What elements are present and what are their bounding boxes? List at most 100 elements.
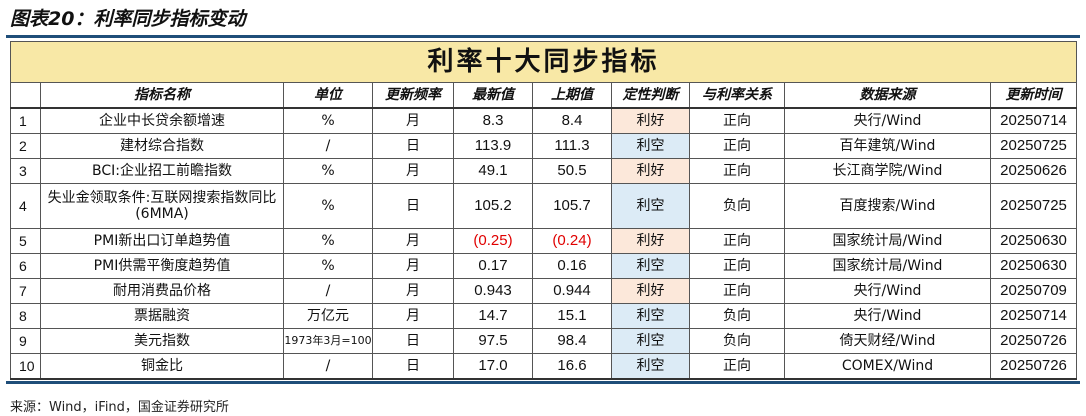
cell-unit: % [283, 253, 373, 279]
column-header: 更新频率 [372, 82, 454, 109]
cell-source: 央行/Wind [784, 107, 991, 134]
cell-idx: 1 [10, 107, 41, 134]
cell-source: 长江商学院/Wind [784, 158, 991, 184]
cell-source: 央行/Wind [784, 303, 991, 329]
table-row: 2 建材综合指数 / 日 113.9 111.3 利空 正向 百年建筑/Wind 20250725 [10, 133, 1078, 159]
column-header: 单位 [283, 82, 373, 109]
cell-rel: 正向 [689, 228, 785, 254]
cell-rel: 正向 [689, 158, 785, 184]
top-rule [6, 35, 1080, 38]
cell-idx: 5 [10, 228, 41, 254]
cell-name: BCI:企业招工前瞻指数 [40, 158, 284, 184]
cell-prev: 0.16 [532, 253, 612, 279]
cell-name: 失业金领取条件:互联网搜索指数同比(6MMA) [40, 183, 284, 229]
cell-freq: 日 [372, 183, 454, 229]
cell-unit: / [283, 353, 373, 380]
indicator-table: 利率十大同步指标 指标名称 单位 更新频率 最新值 上期值 定性判断 与利率关系 数据来源 更新… [9, 41, 1078, 380]
header-row: 指标名称 单位 更新频率 最新值 上期值 定性判断 与利率关系 数据来源 更新时间 [10, 82, 1078, 109]
cell-prev: 98.4 [532, 328, 612, 354]
cell-latest: 49.1 [453, 158, 533, 184]
table-row: 7 耐用消费品价格 / 月 0.943 0.944 利好 正向 央行/Wind 20250709 [10, 278, 1078, 304]
table-row: 8 票据融资 万亿元月 14.7 15.1 利空 负向 央行/Wind 20250714 [10, 303, 1078, 329]
cell-time: 20250630 [989, 253, 1078, 279]
cell-name: 耐用消费品价格 [40, 278, 284, 304]
cell-latest: 0.17 [453, 253, 533, 279]
cell-unit: % [283, 158, 373, 184]
cell-prev: (0.24) [532, 228, 612, 254]
table-row: 10 铜金比 / 日 17.0 16.6 利空 正向 COMEX/Wind 20250726 [10, 353, 1078, 380]
table-row: 1 企业中长贷余额增速% 月 8.3 8.4 利好 正向 央行/Wind 20250714 [10, 107, 1078, 134]
cell-name: 美元指数 [40, 328, 284, 354]
cell-name: 铜金比 [40, 353, 284, 380]
cell-idx: 9 [10, 328, 41, 354]
cell-name: 企业中长贷余额增速 [40, 107, 284, 134]
cell-latest: 97.5 [453, 328, 533, 354]
cell-prev: 8.4 [532, 107, 612, 134]
cell-judge: 利好 [611, 228, 690, 254]
cell-idx: 3 [10, 158, 41, 184]
cell-rel: 正向 [689, 353, 785, 380]
column-header: 指标名称 [40, 82, 284, 109]
cell-freq: 月 [372, 228, 454, 254]
cell-source: 百度搜索/Wind [784, 183, 991, 229]
cell-source: 国家统计局/Wind [784, 253, 991, 279]
cell-name: PMI供需平衡度趋势值 [40, 253, 284, 279]
cell-name: 票据融资 [40, 303, 284, 329]
cell-latest: 14.7 [453, 303, 533, 329]
column-header: 更新时间 [989, 82, 1078, 109]
cell-freq: 月 [372, 107, 454, 134]
cell-idx: 4 [10, 183, 41, 229]
cell-judge: 利好 [611, 107, 690, 134]
table-row: 6 PMI供需平衡度趋势值% 月 0.17 0.16 利空 正向 国家统计局/Wind 2025… [10, 253, 1078, 279]
cell-unit: % [283, 183, 373, 229]
cell-time: 20250725 [989, 183, 1078, 229]
table-row: 5 PMI新出口订单趋势值% 月 (0.25) (0.24) 利好 正向 国家统计局/Wind… [10, 228, 1078, 254]
cell-judge: 利空 [611, 303, 690, 329]
cell-time: 20250714 [989, 107, 1078, 134]
cell-rel: 负向 [689, 183, 785, 229]
cell-judge: 利空 [611, 183, 690, 229]
cell-rel: 正向 [689, 278, 785, 304]
cell-time: 20250714 [989, 303, 1078, 329]
source-note: 来源：Wind，iFind，国金证券研究所 [10, 400, 229, 415]
column-header: 上期值 [532, 82, 612, 109]
cell-rel: 负向 [689, 303, 785, 329]
cell-judge: 利好 [611, 158, 690, 184]
cell-judge: 利空 [611, 133, 690, 159]
cell-unit: 万亿元 [283, 303, 373, 329]
cell-unit: / [283, 133, 373, 159]
cell-idx: 10 [10, 353, 41, 380]
cell-freq: 月 [372, 158, 454, 184]
column-header: 数据来源 [784, 82, 991, 109]
column-header: 定性判断 [611, 82, 690, 109]
cell-name: PMI新出口订单趋势值 [40, 228, 284, 254]
cell-freq: 日 [372, 353, 454, 380]
cell-time: 20250725 [989, 133, 1078, 159]
cell-source: 百年建筑/Wind [784, 133, 991, 159]
cell-time: 20250726 [989, 353, 1078, 380]
column-header: 与利率关系 [689, 82, 785, 109]
cell-name: 建材综合指数 [40, 133, 284, 159]
cell-latest: 105.2 [453, 183, 533, 229]
cell-prev: 15.1 [532, 303, 612, 329]
cell-time: 20250726 [989, 328, 1078, 354]
cell-latest: (0.25) [453, 228, 533, 254]
cell-freq: 月 [372, 303, 454, 329]
cell-prev: 16.6 [532, 353, 612, 380]
cell-idx: 8 [10, 303, 41, 329]
cell-unit: % [283, 107, 373, 134]
table-row: 4 失业金领取条件:互联网搜索指数同比(6MMA)% 日 105.2 105.7 利空 负向… [10, 183, 1078, 229]
cell-source: 倚天财经/Wind [784, 328, 991, 354]
cell-unit: % [283, 228, 373, 254]
cell-latest: 0.943 [453, 278, 533, 304]
cell-unit: / [283, 278, 373, 304]
bottom-rule [6, 381, 1080, 384]
cell-freq: 月 [372, 278, 454, 304]
cell-judge: 利空 [611, 253, 690, 279]
cell-judge: 利空 [611, 353, 690, 380]
cell-time: 20250709 [989, 278, 1078, 304]
cell-latest: 8.3 [453, 107, 533, 134]
cell-source: 国家统计局/Wind [784, 228, 991, 254]
cell-idx: 6 [10, 253, 41, 279]
cell-time: 20250626 [989, 158, 1078, 184]
